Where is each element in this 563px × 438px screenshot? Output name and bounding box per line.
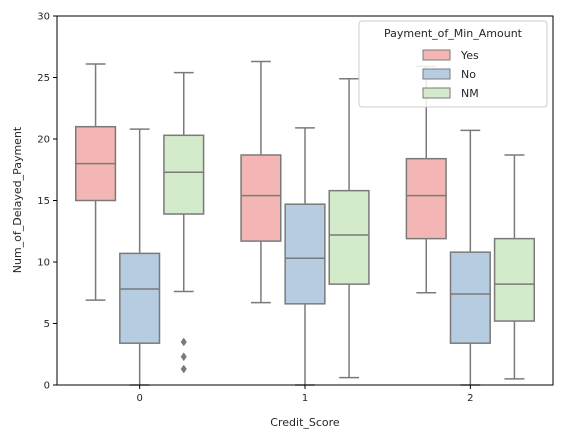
x-axis: 0 1 2 [136, 385, 474, 404]
legend-label: No [461, 68, 476, 81]
box-group [240, 60, 282, 304]
box-group [405, 65, 447, 294]
box-group [493, 154, 536, 380]
box-group [163, 71, 205, 374]
outlier-point [180, 337, 187, 347]
box-group [449, 129, 491, 386]
y-axis-title: Num_of_Delayed_Payment [11, 126, 24, 273]
legend-swatch [422, 87, 451, 99]
y-tick-label: 15 [37, 196, 50, 207]
box [449, 251, 491, 344]
box-group [74, 63, 117, 301]
x-tick-label: 2 [467, 393, 473, 404]
y-tick-label: 10 [37, 258, 50, 269]
x-axis-title: Credit_Score [270, 416, 340, 429]
outlier-point [180, 352, 187, 362]
box [119, 252, 161, 344]
legend-frame [358, 20, 548, 108]
box [493, 237, 536, 322]
y-axis: 0 5 10 15 20 25 30 [37, 12, 57, 392]
y-tick-label: 25 [37, 73, 50, 84]
y-tick-label: 20 [37, 135, 50, 146]
box [284, 203, 326, 305]
y-tick-label: 0 [44, 381, 50, 392]
box-group [328, 77, 370, 379]
legend-label: Yes [460, 49, 479, 62]
box [328, 189, 370, 285]
x-tick-label: 1 [302, 393, 308, 404]
legend-swatch [422, 49, 451, 61]
legend-label: NM [461, 87, 479, 100]
legend-swatch [422, 68, 451, 80]
box [240, 154, 282, 242]
box-group [119, 128, 161, 386]
legend: Payment_of_Min_Amount Yes No NM [358, 20, 548, 108]
y-tick-label: 30 [37, 12, 50, 23]
legend-title: Payment_of_Min_Amount [384, 27, 523, 40]
outlier-point [180, 364, 187, 374]
plot-area [74, 60, 536, 386]
box [163, 134, 205, 215]
box-group [284, 127, 326, 386]
y-tick-label: 5 [44, 319, 50, 330]
box [405, 157, 447, 240]
x-tick-label: 0 [136, 393, 142, 404]
